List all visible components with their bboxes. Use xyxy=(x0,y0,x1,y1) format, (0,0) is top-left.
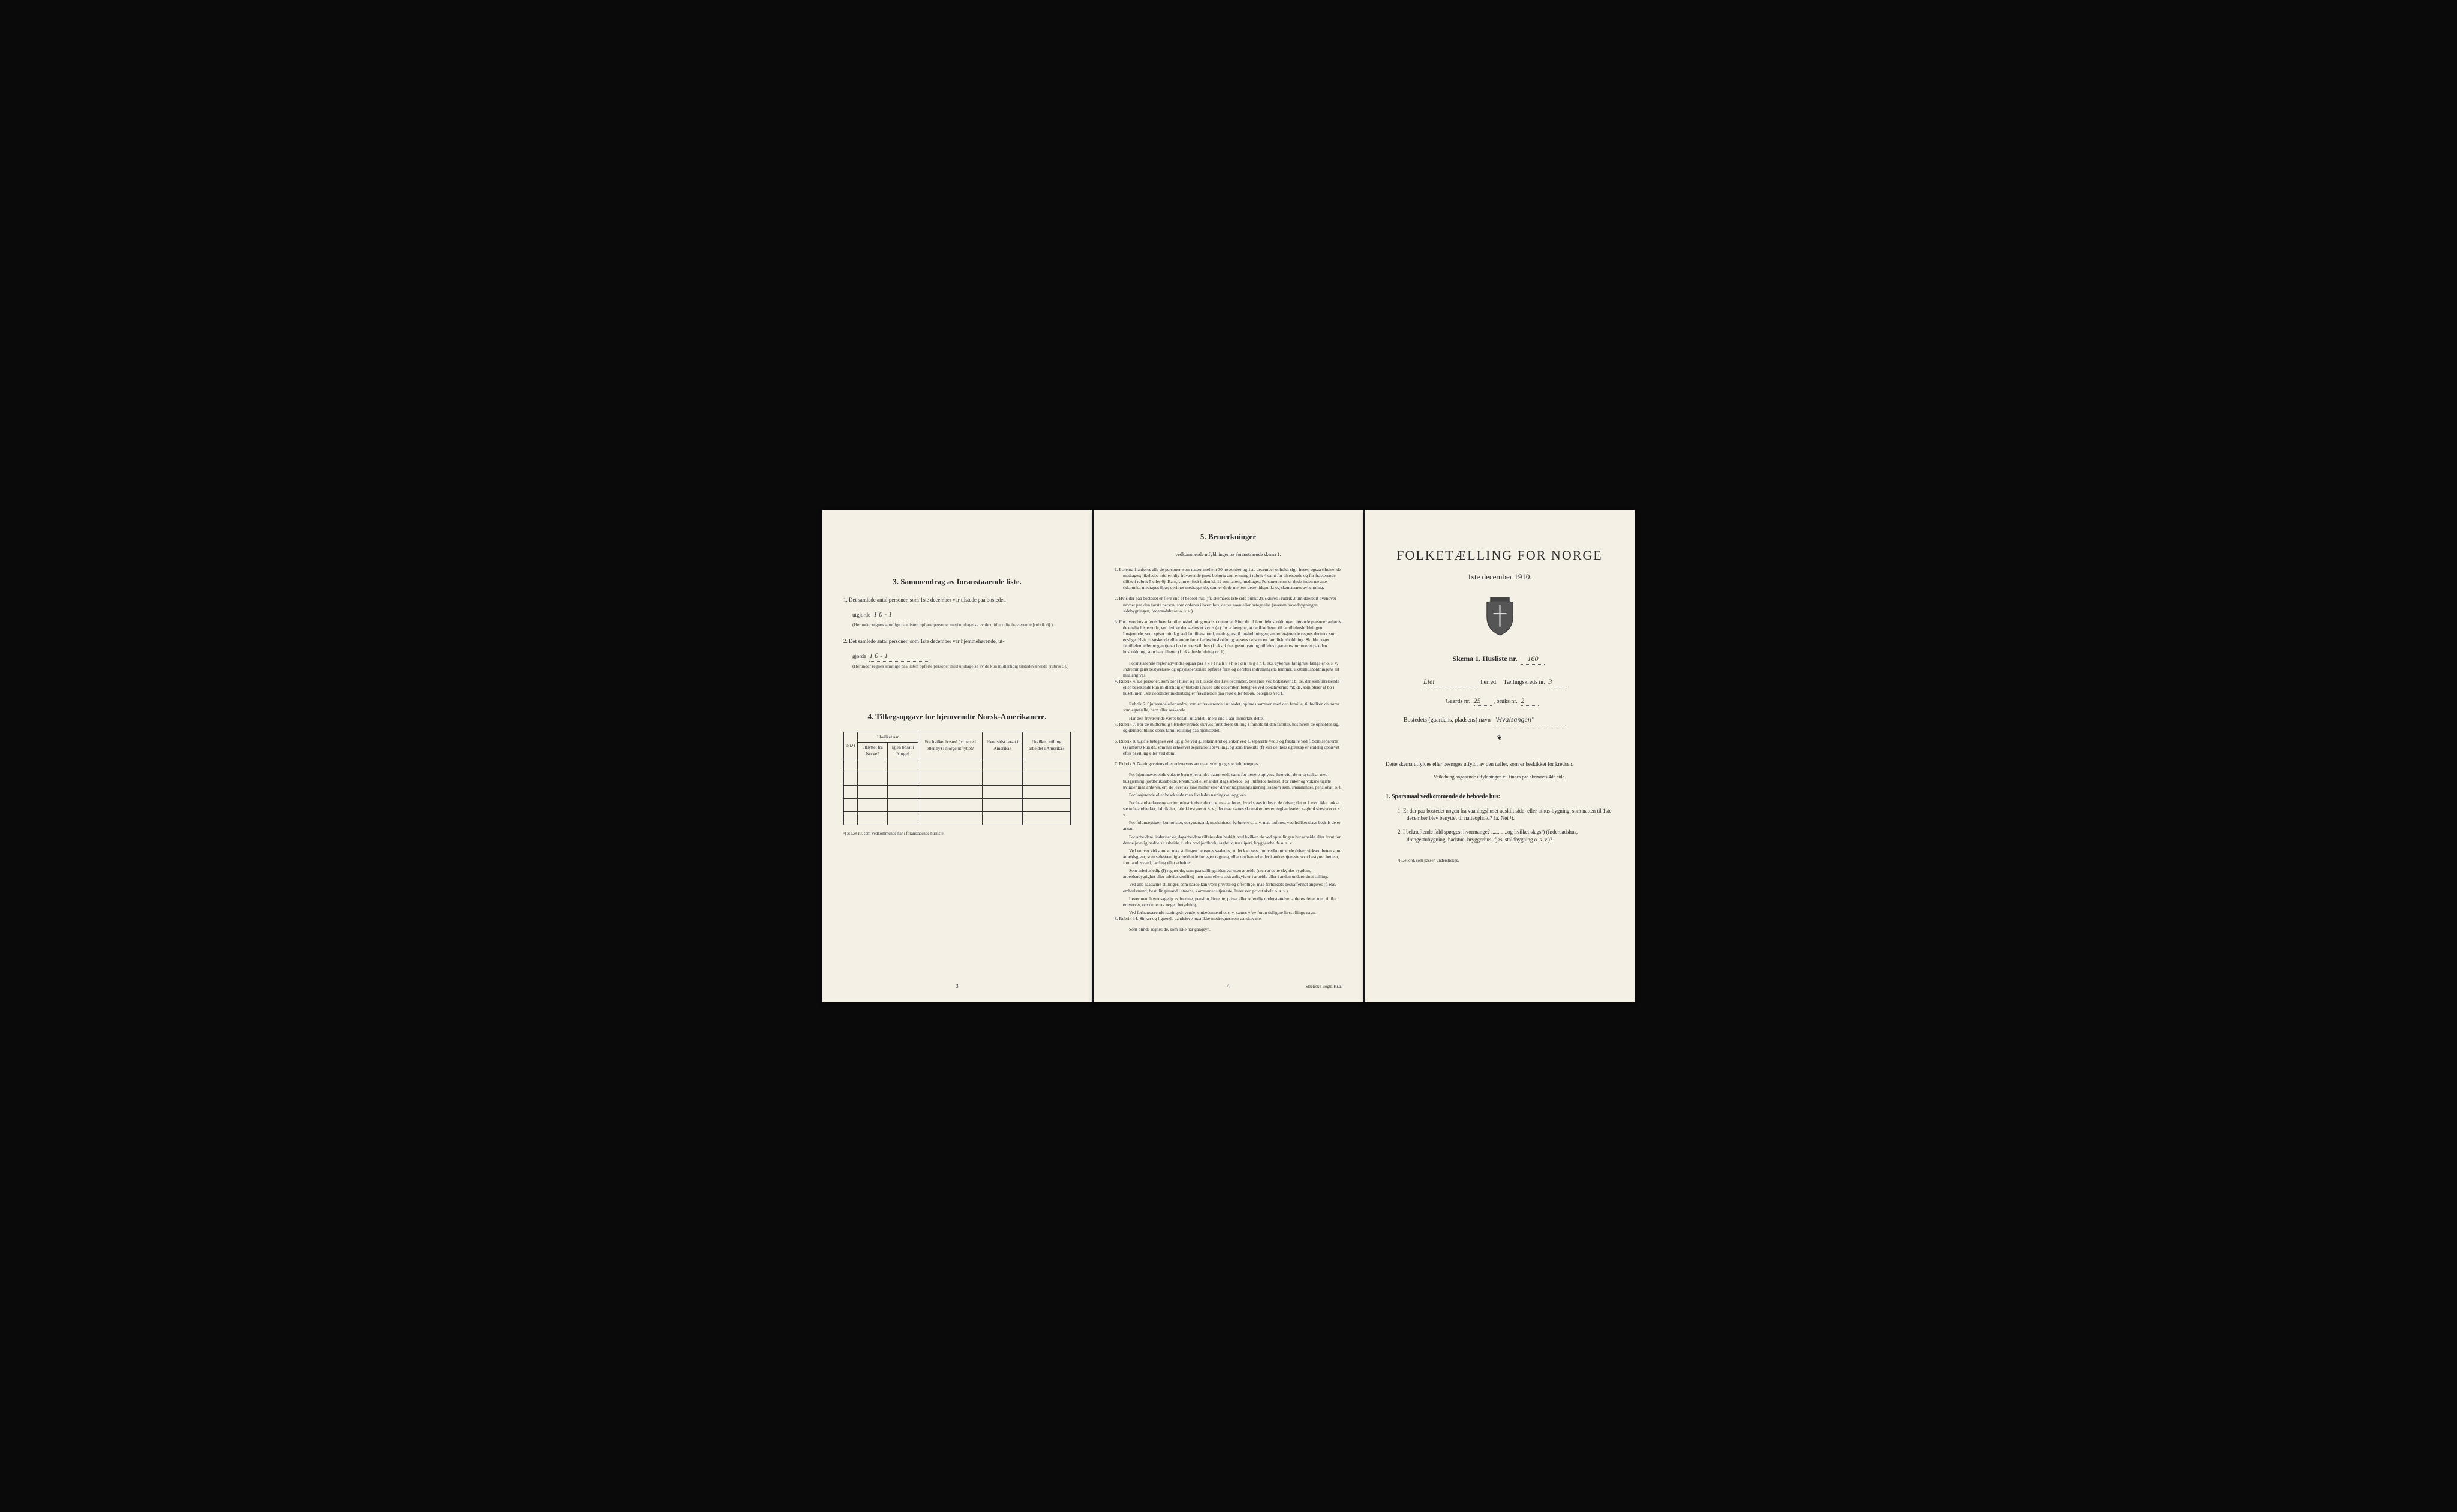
herred-label: herred. xyxy=(1481,679,1498,686)
remark-4-para2: Rubrik 6. Sjøfarende eller andre, som er… xyxy=(1115,701,1342,713)
summary-item-2: 2. Det samlede antal personer, som 1ste … xyxy=(843,638,1071,645)
remark-3: 3. For hvert hus anføres hver familiehus… xyxy=(1115,619,1342,656)
remark-7: 7. Rubrik 9. Næringsveiens eller erhverv… xyxy=(1115,761,1342,767)
printer-credit: Steen'ske Bogtr. Kr.a. xyxy=(1305,984,1342,990)
remark-7-p6: Ved enhver virksomhet maa stillingen bet… xyxy=(1115,848,1342,866)
section-3-title: 3. Sammendrag av foranstaaende liste. xyxy=(843,576,1071,587)
remark-2: 2. Hvis der paa bostedet er flere end ét… xyxy=(1115,596,1342,614)
census-date: 1ste december 1910. xyxy=(1386,572,1614,582)
remark-4-para3: Har den fraværende været bosat i utlande… xyxy=(1115,716,1342,722)
remark-7-p9: Lever man hovedsagelig av formue, pensio… xyxy=(1115,896,1342,908)
col-nr: Nr.¹) xyxy=(844,732,858,759)
herred-line: Lier herred. Tællingskreds nr. 3 xyxy=(1386,677,1614,687)
herred-value: Lier xyxy=(1423,677,1477,687)
summary-item-1: 1. Det samlede antal personer, som 1ste … xyxy=(843,596,1071,604)
remark-7-p7: Som arbeidsledig (l) regnes de, som paa … xyxy=(1115,868,1342,880)
remark-7-p5: For arbeidere, inderster og dagarbeidere… xyxy=(1115,834,1342,846)
coat-of-arms-icon xyxy=(1386,597,1614,639)
gaard-value: 25 xyxy=(1474,696,1492,707)
instruction-note: Veiledning angaaende utfyldningen vil fi… xyxy=(1386,774,1614,781)
section-5-title: 5. Bemerkninger xyxy=(1115,531,1342,542)
summary-item-1-value-line: utgjorde 1 0 - 1 xyxy=(843,609,1071,620)
page-3: 3. Sammendrag av foranstaaende liste. 1.… xyxy=(822,510,1092,1002)
remark-7-p3: For haandverkere og andre industridriven… xyxy=(1115,800,1342,818)
col-bosted: Fra hvilket bosted (ɔ: herred eller by) … xyxy=(918,732,983,759)
gaard-label: Gaards nr. xyxy=(1446,698,1470,705)
page-number-3: 3 xyxy=(956,982,959,990)
kreds-label: Tællingskreds nr. xyxy=(1503,679,1545,686)
separator-ornament: ❦ xyxy=(1386,734,1614,743)
remark-4: 4. Rubrik 4. De personer, som bor i huse… xyxy=(1115,678,1342,696)
section-4-title: 4. Tillægsopgave for hjemvendte Norsk-Am… xyxy=(843,711,1071,722)
remark-7-p10: Ved forhenværende næringsdrivende, embed… xyxy=(1115,910,1342,916)
remark-6: 6. Rubrik 8. Ugifte betegnes ved ug, gif… xyxy=(1115,738,1342,756)
instruction-text: Dette skema utfyldes eller besørges utfy… xyxy=(1386,760,1614,769)
remarks-list: 1. I skema 1 anføres alle de personer, s… xyxy=(1115,567,1342,933)
col-stilling: I hvilken stilling arbeidet i Amerika? xyxy=(1022,732,1070,759)
page-4: 5. Bemerkninger vedkommende utfyldningen… xyxy=(1094,510,1363,1002)
norsk-amerikanere-table: Nr.¹) I hvilket aar Fra hvilket bosted (… xyxy=(843,732,1071,826)
skema-label: Skema 1. Husliste nr. xyxy=(1453,654,1518,663)
gjorde-label: gjorde xyxy=(852,653,866,659)
bruk-value: 2 xyxy=(1521,696,1539,707)
question-1: 1. Er der paa bostedet nogen fra vaaning… xyxy=(1398,807,1614,822)
husliste-nr: 160 xyxy=(1521,654,1545,665)
question-heading: 1. Spørsmaal vedkommende de beboede hus: xyxy=(1386,793,1614,801)
question-2: 2. I bekræftende fald spørges: hvormange… xyxy=(1398,828,1614,843)
footnote-1: ¹) Det ord, som passer, understrekes. xyxy=(1386,858,1614,864)
col-aar-head: I hvilket aar xyxy=(858,732,918,743)
remark-7-p2: For losjerende eller besøkende maa likel… xyxy=(1115,792,1342,798)
table-row xyxy=(844,772,1071,786)
page-number-4: 4 xyxy=(1227,982,1230,990)
kreds-value: 3 xyxy=(1548,677,1566,687)
section-5-subtitle: vedkommende utfyldningen av foranstaaend… xyxy=(1115,551,1342,558)
col-amerika: Hvor sidst bosat i Amerika? xyxy=(983,732,1022,759)
remark-1: 1. I skema 1 anføres alle de personer, s… xyxy=(1115,567,1342,591)
hjemmehorende-count: 1 0 - 1 xyxy=(869,651,929,662)
census-document: 3. Sammendrag av foranstaaende liste. 1.… xyxy=(822,510,1635,1002)
main-title: FOLKETÆLLING FOR NORGE xyxy=(1386,546,1614,565)
col-utflyttet: utflyttet fra Norge? xyxy=(858,743,888,759)
summary-item-2-value-line: gjorde 1 0 - 1 xyxy=(843,651,1071,662)
remark-8: 8. Rubrik 14. Sinker og lignende aandslø… xyxy=(1115,916,1342,922)
bosted-label: Bostedets (gaardens, pladsens) navn xyxy=(1404,717,1491,723)
table-row xyxy=(844,812,1071,825)
remark-7-p8: Ved alle saadanne stillinger, som baade … xyxy=(1115,882,1342,894)
bosted-line: Bostedets (gaardens, pladsens) navn "Hva… xyxy=(1386,714,1614,725)
remark-3-para2: Foranstaaende regler anvendes ogsaa paa … xyxy=(1115,660,1342,678)
remark-7-p1: For hjemmeværende voksne barn eller andr… xyxy=(1115,772,1342,790)
table-row xyxy=(844,786,1071,799)
table-row xyxy=(844,799,1071,812)
utgjorde-label: utgjorde xyxy=(852,612,870,618)
bosted-value: "Hvalsangen" xyxy=(1494,714,1566,725)
remark-8-para: Som blinde regnes de, som ikke har gangs… xyxy=(1115,927,1342,933)
page-1-title: FOLKETÆLLING FOR NORGE 1ste december 191… xyxy=(1365,510,1635,1002)
tilstede-count: 1 0 - 1 xyxy=(873,609,933,620)
gaard-line: Gaards nr. 25, bruks nr. 2 xyxy=(1386,696,1614,707)
summary-item-1-note: (Herunder regnes samtlige paa listen opf… xyxy=(843,622,1071,629)
remark-7-p4: For fuldmægtiger, kontorister, opsynsmæn… xyxy=(1115,820,1342,832)
bruk-label: bruks nr. xyxy=(1497,698,1518,705)
table-row xyxy=(844,759,1071,772)
skema-line: Skema 1. Husliste nr. 160 xyxy=(1386,654,1614,665)
remark-5: 5. Rubrik 7. For de midlertidig tilstede… xyxy=(1115,722,1342,734)
table-footnote: ¹) ɔ: Det nr. som vedkommende har i fora… xyxy=(843,831,1071,837)
summary-item-2-note: (Herunder regnes samtlige paa listen opf… xyxy=(843,663,1071,670)
col-bosat: igjen bosat i Norge? xyxy=(888,743,918,759)
